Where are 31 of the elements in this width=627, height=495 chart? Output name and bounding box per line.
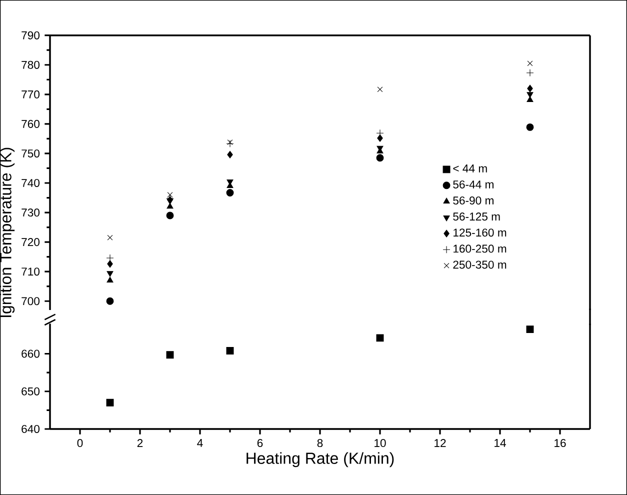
legend-label: 125-160 m — [454, 228, 506, 237]
x-tick-label: 0 — [77, 439, 83, 448]
y-tick-label: 790 — [22, 31, 40, 40]
x-axis-title: Heating Rate (K/min) — [246, 452, 394, 468]
y-tick-label: 660 — [22, 350, 40, 358]
y-tick-label: 710 — [22, 268, 40, 276]
y-tick-label: 730 — [22, 208, 40, 217]
y-tick-label: 770 — [22, 90, 40, 98]
x-tick-label: 6 — [257, 439, 263, 448]
x-tick-label: 2 — [137, 439, 143, 447]
legend-label: 56-90 m — [453, 196, 494, 205]
y-tick-label: 700 — [22, 297, 40, 306]
y-tick-label: 760 — [22, 120, 40, 128]
y-axis-title: Ignition Temperature (K) — [0, 148, 15, 317]
legend-label: 56-125 m — [453, 212, 500, 221]
y-tick-label: 720 — [22, 238, 40, 246]
y-tick-label: 750 — [22, 149, 40, 158]
y-tick-label: 780 — [22, 60, 40, 69]
y-tick-label: 640 — [22, 424, 40, 433]
legend-label: 250-350 m — [453, 260, 506, 269]
x-tick-label: 8 — [317, 439, 323, 448]
x-tick-label: 14 — [494, 439, 506, 447]
y-tick-label: 740 — [22, 178, 40, 187]
x-tick-label: 16 — [554, 439, 566, 448]
legend-label: 160-250 m — [454, 244, 506, 253]
x-tick-label: 12 — [434, 439, 446, 447]
x-tick-label: 10 — [374, 439, 386, 448]
legend-label: 56-44 m — [453, 180, 494, 188]
legend-label: < 44 m — [453, 164, 487, 172]
x-tick-label: 4 — [197, 439, 203, 447]
y-tick-label: 650 — [22, 387, 40, 396]
